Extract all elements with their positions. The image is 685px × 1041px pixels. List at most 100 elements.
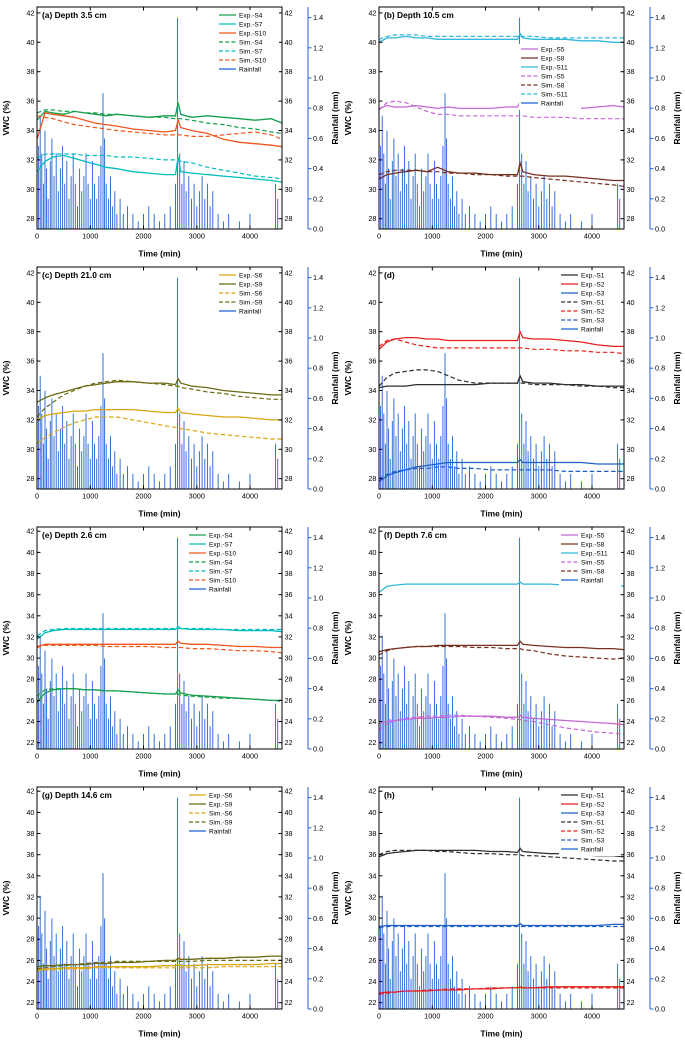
x-axis: 0 1000 2000 3000 4000 Time (min): [377, 527, 600, 779]
plot-title: (d): [384, 270, 395, 280]
svg-text:Exp.-S4: Exp.-S4: [239, 12, 263, 19]
svg-text:1000: 1000: [424, 752, 440, 761]
svg-text:24: 24: [26, 717, 34, 726]
svg-text:36: 36: [368, 850, 376, 859]
svg-text:Exp.-S8: Exp.-S8: [581, 541, 605, 548]
series-Sim.-S6: [37, 416, 282, 444]
series-Sim.-S4: [37, 688, 282, 702]
svg-text:26: 26: [368, 696, 376, 705]
svg-text:3000: 3000: [189, 492, 205, 501]
svg-text:Exp.-S4: Exp.-S4: [209, 532, 233, 539]
svg-text:40: 40: [26, 298, 34, 307]
svg-text:Rainfall: Rainfall: [581, 846, 604, 853]
svg-text:1.2: 1.2: [655, 303, 665, 312]
svg-text:36: 36: [627, 850, 635, 859]
y-axis-left: 22 22 24 24 26 26 28 28 30 30 32 32 34 34 36 36 38 38 40 40…: [343, 787, 635, 1008]
series-Sim.-S8: [379, 169, 624, 187]
series-Exp.-S3: [379, 922, 624, 928]
svg-text:22: 22: [368, 998, 376, 1007]
svg-text:34: 34: [26, 386, 34, 395]
x-axis-title: Time (min): [138, 509, 180, 519]
svg-text:2000: 2000: [135, 1012, 151, 1021]
rainfall-axis-title: Rainfall (mm): [330, 351, 340, 404]
svg-text:1.2: 1.2: [655, 563, 665, 572]
svg-text:Exp.-S3: Exp.-S3: [581, 290, 605, 297]
svg-text:0.4: 0.4: [655, 684, 665, 693]
svg-text:1.2: 1.2: [313, 563, 323, 572]
series-Exp.-S8: [379, 640, 624, 653]
svg-text:32: 32: [368, 892, 376, 901]
series-Sim.-S7: [37, 627, 282, 637]
svg-text:Sim.-S6: Sim.-S6: [239, 290, 263, 297]
svg-text:40: 40: [368, 38, 376, 47]
rainfall-axis-title: Rainfall (mm): [330, 871, 340, 924]
svg-text:40: 40: [285, 38, 293, 47]
svg-text:2000: 2000: [135, 752, 151, 761]
svg-text:42: 42: [285, 527, 293, 536]
svg-text:32: 32: [368, 632, 376, 641]
svg-text:Sim.-S3: Sim.-S3: [581, 317, 605, 324]
rainfall-axis-title: Rainfall (mm): [672, 351, 682, 404]
y-axis-left: 22 22 24 24 26 26 28 28 30 30 32 32 34 34 36 36 38 38 40 40…: [1, 527, 293, 748]
svg-text:Sim.-S5: Sim.-S5: [541, 73, 565, 80]
svg-text:Sim.-S1: Sim.-S1: [581, 299, 605, 306]
svg-text:42: 42: [627, 8, 635, 17]
svg-text:30: 30: [627, 914, 635, 923]
svg-text:0.4: 0.4: [313, 164, 323, 173]
svg-text:0: 0: [377, 1012, 381, 1021]
svg-text:34: 34: [285, 871, 293, 880]
svg-text:0.0: 0.0: [313, 225, 323, 234]
svg-text:22: 22: [285, 738, 293, 747]
svg-text:2000: 2000: [135, 492, 151, 501]
svg-text:34: 34: [627, 126, 635, 135]
svg-text:0.0: 0.0: [313, 485, 323, 494]
svg-text:0: 0: [35, 752, 39, 761]
rainfall-axis-title: Rainfall (mm): [672, 91, 682, 144]
svg-text:Sim.-S10: Sim.-S10: [239, 57, 266, 64]
svg-text:32: 32: [627, 632, 635, 641]
series-Exp.-S4: [37, 102, 282, 124]
svg-text:30: 30: [26, 654, 34, 663]
svg-text:1.0: 1.0: [313, 594, 323, 603]
svg-text:1.2: 1.2: [655, 823, 665, 832]
svg-text:2000: 2000: [477, 232, 493, 241]
svg-text:28: 28: [368, 474, 376, 483]
svg-text:1.2: 1.2: [313, 823, 323, 832]
svg-text:4000: 4000: [242, 232, 258, 241]
series-Sim.-S2: [379, 338, 624, 355]
svg-text:38: 38: [285, 327, 293, 336]
svg-text:42: 42: [368, 8, 376, 17]
svg-text:4000: 4000: [584, 232, 600, 241]
svg-text:4000: 4000: [584, 492, 600, 501]
svg-text:Sim.-S3: Sim.-S3: [581, 837, 605, 844]
svg-text:Exp.-S11: Exp.-S11: [581, 550, 608, 557]
svg-text:28: 28: [368, 214, 376, 223]
svg-text:1000: 1000: [424, 232, 440, 241]
svg-text:32: 32: [285, 415, 293, 424]
svg-text:0.2: 0.2: [655, 714, 665, 723]
series-Sim.-S10: [37, 115, 282, 140]
svg-text:22: 22: [627, 738, 635, 747]
svg-text:32: 32: [368, 415, 376, 424]
svg-text:40: 40: [26, 548, 34, 557]
svg-text:36: 36: [368, 590, 376, 599]
svg-text:1000: 1000: [424, 492, 440, 501]
svg-text:Exp.-S5: Exp.-S5: [581, 532, 605, 539]
svg-text:34: 34: [627, 611, 635, 620]
subplot-b: 0 1000 2000 3000 4000 Time (min) 28 28 30 30 32 32 3…: [342, 0, 685, 260]
svg-text:32: 32: [26, 632, 34, 641]
svg-text:1000: 1000: [82, 752, 98, 761]
svg-text:0.0: 0.0: [655, 1005, 665, 1014]
svg-text:40: 40: [285, 548, 293, 557]
svg-text:26: 26: [627, 956, 635, 965]
svg-text:1.2: 1.2: [655, 43, 665, 52]
svg-text:Sim.-S1: Sim.-S1: [581, 819, 605, 826]
svg-text:40: 40: [627, 548, 635, 557]
rainfall-axis: 0.0 0.2 0.4 0.6 0.8 1.0 1.2 1.4 Rainfall (mm): [649, 7, 682, 234]
svg-text:36: 36: [26, 97, 34, 106]
x-axis-title: Time (min): [480, 769, 522, 779]
svg-text:0.6: 0.6: [655, 134, 665, 143]
subplot-h: 0 1000 2000 3000 4000 Time (min) 22 22 24 24 26 26 2…: [342, 780, 685, 1040]
